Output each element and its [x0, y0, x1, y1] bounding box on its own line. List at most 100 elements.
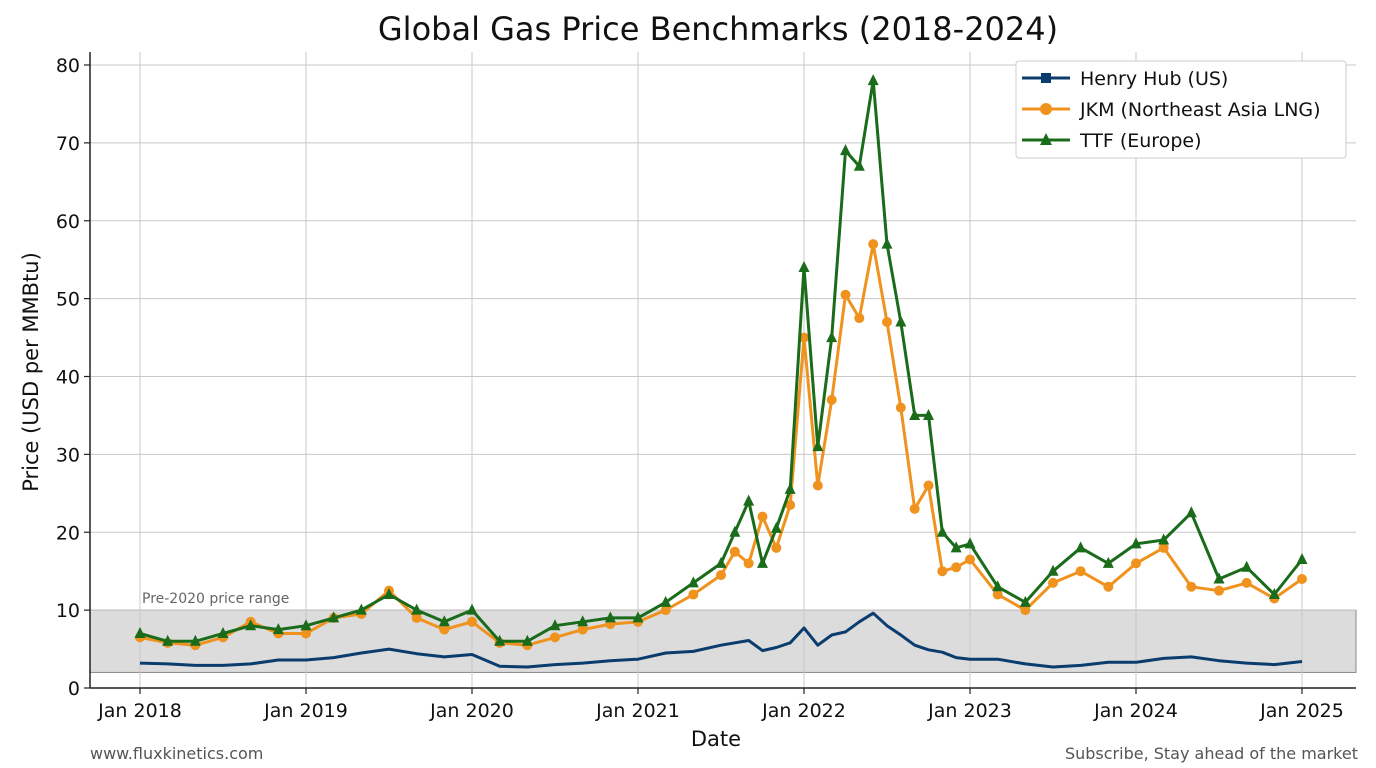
data-point: [162, 634, 174, 646]
legend-swatch-marker: [1040, 133, 1052, 145]
data-point: [1296, 553, 1308, 565]
data-point: [577, 615, 589, 627]
band-annotation: Pre-2020 price range: [142, 591, 289, 607]
data-point: [992, 580, 1004, 592]
data-point: [757, 556, 768, 568]
data-point: [770, 521, 782, 533]
data-point: [757, 511, 768, 522]
data-point: [328, 611, 340, 623]
y-axis-title: Price (USD per MMBtu): [19, 252, 43, 492]
data-point: [134, 626, 146, 638]
data-point: [1102, 556, 1114, 568]
data-point: [840, 144, 851, 156]
data-point: [300, 619, 312, 631]
data-point: [1241, 560, 1253, 572]
data-point: [1103, 581, 1114, 592]
data-point: [798, 260, 810, 272]
chart-title: Global Gas Price Benchmarks (2018-2024): [378, 10, 1058, 48]
data-point: [1075, 566, 1086, 577]
data-point: [687, 576, 699, 588]
data-point: [521, 634, 533, 646]
data-point: [784, 482, 796, 494]
data-point: [1131, 558, 1141, 569]
data-point: [383, 588, 395, 600]
data-point: [950, 541, 962, 553]
data-point: [549, 619, 561, 631]
data-point: [1075, 541, 1087, 553]
data-point: [937, 566, 948, 577]
data-point: [411, 612, 422, 623]
data-point: [743, 558, 754, 569]
data-point: [355, 603, 367, 615]
data-point: [550, 632, 560, 643]
data-point: [951, 562, 962, 573]
data-point: [466, 603, 478, 615]
y-tick-label: 50: [56, 289, 80, 311]
data-point: [1158, 533, 1170, 545]
x-tick-label: Jan 2024: [1093, 700, 1178, 722]
data-point: [743, 494, 755, 506]
data-point: [1297, 573, 1307, 584]
x-tick-label: Jan 2018: [97, 700, 182, 722]
data-point: [909, 503, 920, 514]
grid: [90, 52, 1356, 688]
y-tick-label: 40: [56, 367, 80, 389]
legend-label: Henry Hub (US): [1080, 68, 1228, 90]
data-point: [812, 480, 823, 491]
data-point: [882, 316, 892, 327]
y-tick-label: 30: [56, 444, 80, 466]
legend-label: TTF (Europe): [1079, 130, 1202, 152]
data-point: [895, 315, 907, 327]
data-point: [881, 237, 893, 249]
data-point: [1268, 588, 1280, 600]
data-point: [1213, 572, 1225, 584]
data-point: [785, 499, 796, 510]
data-point: [1214, 585, 1224, 596]
data-point: [923, 480, 934, 491]
data-point: [868, 239, 879, 250]
data-point: [1241, 577, 1252, 588]
data-point: [729, 546, 740, 557]
data-point: [245, 619, 257, 631]
data-point: [301, 628, 311, 639]
data-point: [1185, 506, 1197, 518]
data-point: [936, 525, 948, 537]
data-point: [688, 589, 699, 600]
x-tick-label: Jan 2021: [595, 700, 680, 722]
y-tick-label: 0: [68, 678, 80, 700]
legend-label: JKM (Northeast Asia LNG): [1079, 99, 1321, 121]
legend-box: [1015, 60, 1347, 159]
data-point: [729, 525, 741, 537]
x-tick-label: Jan 2019: [263, 700, 348, 722]
data-point: [854, 313, 865, 324]
data-point: [660, 595, 672, 607]
data-point: [660, 605, 671, 616]
footer-website: www.fluxkinetics.com: [90, 744, 264, 763]
y-tick-label: 80: [56, 55, 80, 77]
data-point: [189, 634, 201, 646]
series-3: [134, 74, 1308, 646]
data-point: [965, 554, 975, 565]
data-point: [715, 556, 727, 568]
legend-swatch-marker: [1040, 103, 1052, 115]
data-point: [577, 624, 588, 635]
data-point: [1130, 537, 1142, 549]
ticks: 0 10 20 30 40 50 60 70 80 Jan 2018 Jan 2019 Jan 202…: [56, 55, 1344, 722]
legend: Henry Hub (US) JKM (Northeast Asia LNG) TT…: [1015, 60, 1347, 159]
data-point: [438, 615, 450, 627]
data-point: [826, 331, 838, 343]
data-point: [853, 159, 865, 171]
data-point: [1019, 595, 1031, 607]
data-point: [494, 634, 506, 646]
data-point: [1186, 581, 1197, 592]
data-point: [272, 623, 284, 635]
series-line: [139, 79, 1304, 643]
legend-swatch-marker: [1041, 73, 1051, 83]
data-point: [1158, 542, 1169, 553]
series-line: [139, 611, 1303, 669]
data-point: [840, 289, 851, 300]
y-tick-label: 20: [56, 522, 80, 544]
data-point: [867, 74, 879, 86]
data-point: [467, 616, 477, 627]
